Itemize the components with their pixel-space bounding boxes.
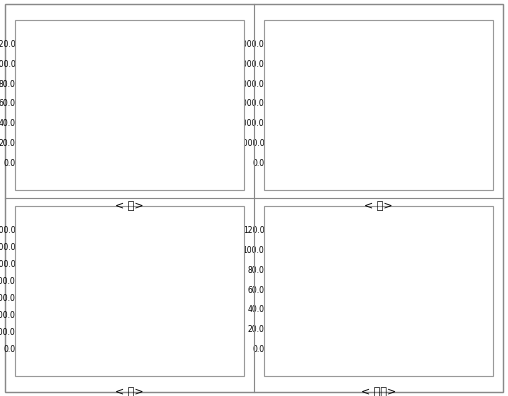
Bar [160,267,175,276]
Text: 과제수행년도  ▼: 과제수행년도 ▼ [274,177,309,183]
Text: 합계 : 기여율: 합계 : 기여율 [274,241,302,248]
Text: 2013: 2013 [427,281,447,290]
Text: 2013: 2013 [427,95,447,104]
Bar [284,254,297,348]
Bar [409,295,424,304]
Bar [160,109,175,118]
Bar [313,333,326,348]
Text: 합계 : 기여율: 합계 : 기여율 [274,55,302,62]
Text: 2011: 2011 [427,253,446,262]
Text: 수행주체  ▼  유무  ▼: 수행주체 ▼ 유무 ▼ [26,225,76,231]
Bar [35,247,48,348]
Text: 2014: 2014 [178,109,198,118]
Bar [313,154,326,162]
Text: 성과물출년도  ▼: 성과물출년도 ▼ [160,242,199,251]
Bar [94,155,107,162]
Text: 수행주체  ▼  유무  ▼: 수행주체 ▼ 유무 ▼ [275,225,325,231]
Text: 2015: 2015 [427,309,447,318]
Bar [79,150,92,162]
Bar [409,67,424,75]
Text: 과제수행년도  ▼: 과제수행년도 ▼ [25,363,60,369]
Bar [299,141,311,162]
Bar [79,347,92,348]
Text: 수행주체  ▼  유무  ▼: 수행주체 ▼ 유무 ▼ [275,38,325,45]
Bar [160,253,175,261]
Text: 수행주체  ▼  유무  ▼: 수행주체 ▼ 유무 ▼ [26,38,76,45]
Bar [160,124,175,132]
Text: 합계 : 기여율: 합계 : 기여율 [25,55,53,62]
Bar [160,310,175,318]
Bar [409,282,424,290]
Text: 2015: 2015 [178,309,198,318]
Text: < 학>: < 학> [364,201,393,211]
Text: 성과물출년도  ▼: 성과물출년도 ▼ [409,55,448,65]
Text: 2014: 2014 [427,295,447,304]
Text: 2012: 2012 [178,81,197,90]
Text: 2012: 2012 [427,267,446,276]
Bar [160,81,175,89]
Text: 합계 : 기여율: 합계 : 기여율 [25,241,53,248]
Bar [160,95,175,104]
Text: < 연>: < 연> [115,387,144,396]
Text: 과제수행년도  ▼: 과제수행년도 ▼ [274,363,309,369]
Bar [343,343,356,348]
Text: 2011: 2011 [178,253,197,262]
Text: 성과물출년도  ▼: 성과물출년도 ▼ [409,242,448,251]
Text: 2013: 2013 [178,95,198,104]
Text: 2012: 2012 [427,81,446,90]
Text: < 기타>: < 기타> [361,387,396,396]
Bar [409,267,424,276]
Bar [50,332,62,348]
Bar [409,253,424,261]
Text: 2011: 2011 [178,67,197,76]
Text: 2014: 2014 [178,295,198,304]
Text: 2015: 2015 [178,123,198,132]
Bar [343,161,356,162]
Bar [160,67,175,75]
Bar [160,295,175,304]
Text: 2014: 2014 [427,109,447,118]
Bar [409,95,424,104]
Bar [409,109,424,118]
Bar [409,81,424,89]
Text: < 산>: < 산> [115,201,144,211]
Bar [409,124,424,132]
Text: 2013: 2013 [178,281,198,290]
Bar [284,55,297,162]
Bar [65,345,77,348]
Text: 2012: 2012 [178,267,197,276]
Bar [299,297,311,348]
Bar [409,310,424,318]
Bar [50,129,62,162]
Text: 성과물출년도  ▼: 성과물출년도 ▼ [160,55,199,65]
Bar [328,160,341,162]
Text: 2015: 2015 [427,123,447,132]
Bar [65,150,77,162]
Bar [35,55,48,162]
Text: 2011: 2011 [427,67,446,76]
Bar [160,282,175,290]
Bar [328,341,341,348]
Text: 과제수행년도  ▼: 과제수행년도 ▼ [25,177,60,183]
